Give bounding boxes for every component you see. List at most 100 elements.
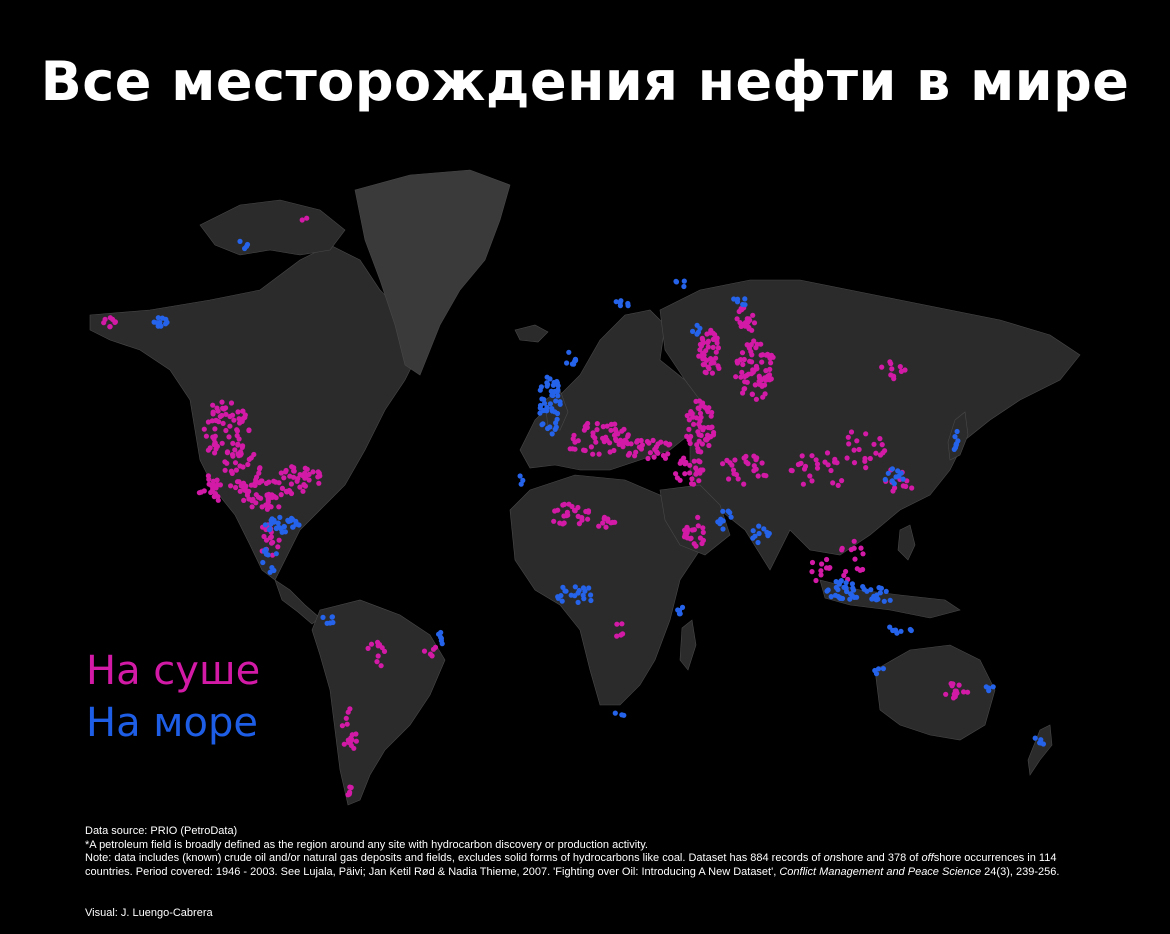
offshore-field-point (555, 383, 561, 389)
onshore-field-point (867, 455, 873, 462)
onshore-field-point (814, 461, 821, 467)
onshore-field-point (844, 455, 850, 461)
onshore-field-point (734, 316, 740, 322)
offshore-field-point (293, 518, 299, 524)
onshore-field-point (605, 516, 611, 522)
onshore-field-point (839, 478, 845, 484)
onshore-field-point (950, 681, 956, 687)
onshore-field-point (261, 533, 267, 540)
onshore-field-point (742, 379, 748, 385)
onshore-field-point (228, 483, 234, 489)
onshore-field-point (596, 451, 602, 457)
onshore-field-point (231, 417, 237, 423)
onshore-field-point (310, 469, 316, 475)
onshore-field-point (228, 400, 235, 406)
offshore-field-point (825, 587, 831, 593)
onshore-field-point (243, 487, 249, 493)
offshore-field-point (544, 404, 550, 411)
onshore-field-point (749, 359, 755, 365)
onshore-field-point (561, 501, 568, 507)
onshore-field-point (585, 420, 591, 427)
onshore-field-point (237, 452, 244, 458)
onshore-field-point (687, 462, 693, 468)
onshore-field-point (237, 488, 243, 494)
offshore-field-point (547, 424, 553, 430)
onshore-field-point (209, 488, 215, 494)
onshore-field-point (226, 434, 232, 440)
onshore-field-point (741, 481, 747, 487)
onshore-field-point (257, 465, 263, 471)
onshore-field-point (611, 432, 618, 438)
offshore-field-point (555, 594, 561, 600)
onshore-field-point (696, 353, 702, 359)
onshore-field-point (697, 424, 704, 430)
onshore-field-point (738, 357, 744, 363)
world-map (89, 169, 1081, 806)
onshore-field-point (603, 524, 609, 530)
onshore-field-point (686, 426, 692, 432)
onshore-field-point (678, 458, 684, 464)
onshore-field-point (705, 344, 711, 350)
offshore-field-point (547, 401, 554, 407)
onshore-field-point (263, 537, 270, 543)
onshore-field-point (687, 440, 693, 446)
onshore-field-point (600, 520, 606, 526)
new-zealand-land (1027, 724, 1053, 776)
onshore-field-point (797, 461, 803, 467)
onshore-points (101, 215, 971, 798)
onshore-field-point (217, 482, 223, 488)
offshore-field-point (673, 278, 679, 284)
offshore-field-point (860, 584, 866, 590)
offshore-field-point (875, 596, 881, 602)
offshore-field-point (564, 360, 570, 366)
onshore-field-point (603, 434, 609, 440)
onshore-field-point (698, 432, 704, 438)
offshore-field-point (586, 585, 592, 591)
onshore-field-point (818, 572, 824, 578)
onshore-field-point (742, 320, 749, 326)
offshore-field-point (296, 522, 302, 528)
onshore-field-point (700, 529, 706, 535)
offshore-field-point (750, 528, 756, 534)
onshore-field-point (703, 436, 709, 443)
onshore-field-point (628, 441, 634, 447)
onshore-field-point (714, 340, 720, 346)
visual-credit: Visual: J. Luengo-Cabrera (85, 907, 213, 919)
offshore-field-point (268, 517, 274, 523)
offshore-field-point (868, 587, 874, 593)
onshore-field-point (264, 506, 270, 512)
onshore-field-point (753, 345, 759, 351)
offshore-field-point (547, 376, 553, 382)
onshore-field-point (596, 523, 602, 529)
onshore-field-point (809, 453, 815, 459)
offshore-field-point (155, 323, 161, 329)
onshore-field-point (888, 372, 894, 378)
offshore-field-point (835, 587, 841, 593)
offshore-field-point (580, 592, 586, 598)
onshore-field-point (275, 544, 281, 550)
onshore-field-point (751, 338, 757, 344)
offshore-field-point (720, 508, 726, 514)
offshore-field-point (572, 356, 579, 362)
onshore-field-point (230, 453, 236, 459)
onshore-field-point (813, 577, 819, 584)
onshore-field-point (742, 373, 748, 380)
onshore-field-point (687, 470, 693, 476)
offshore-field-point (851, 587, 857, 593)
offshore-field-point (576, 587, 582, 594)
offshore-field-point (550, 392, 556, 399)
offshore-field-point (750, 535, 756, 541)
offshore-field-point (613, 299, 619, 305)
onshore-field-point (710, 344, 716, 350)
onshore-field-point (696, 478, 702, 484)
onshore-field-point (713, 355, 719, 361)
onshore-field-point (240, 443, 246, 449)
offshore-field-point (438, 638, 444, 644)
offshore-field-point (895, 468, 901, 474)
onshore-field-point (232, 447, 238, 453)
onshore-field-point (594, 421, 600, 427)
onshore-field-point (828, 467, 834, 474)
offshore-field-point (756, 523, 762, 529)
onshore-field-point (763, 368, 769, 374)
offshore-field-point (890, 627, 896, 634)
